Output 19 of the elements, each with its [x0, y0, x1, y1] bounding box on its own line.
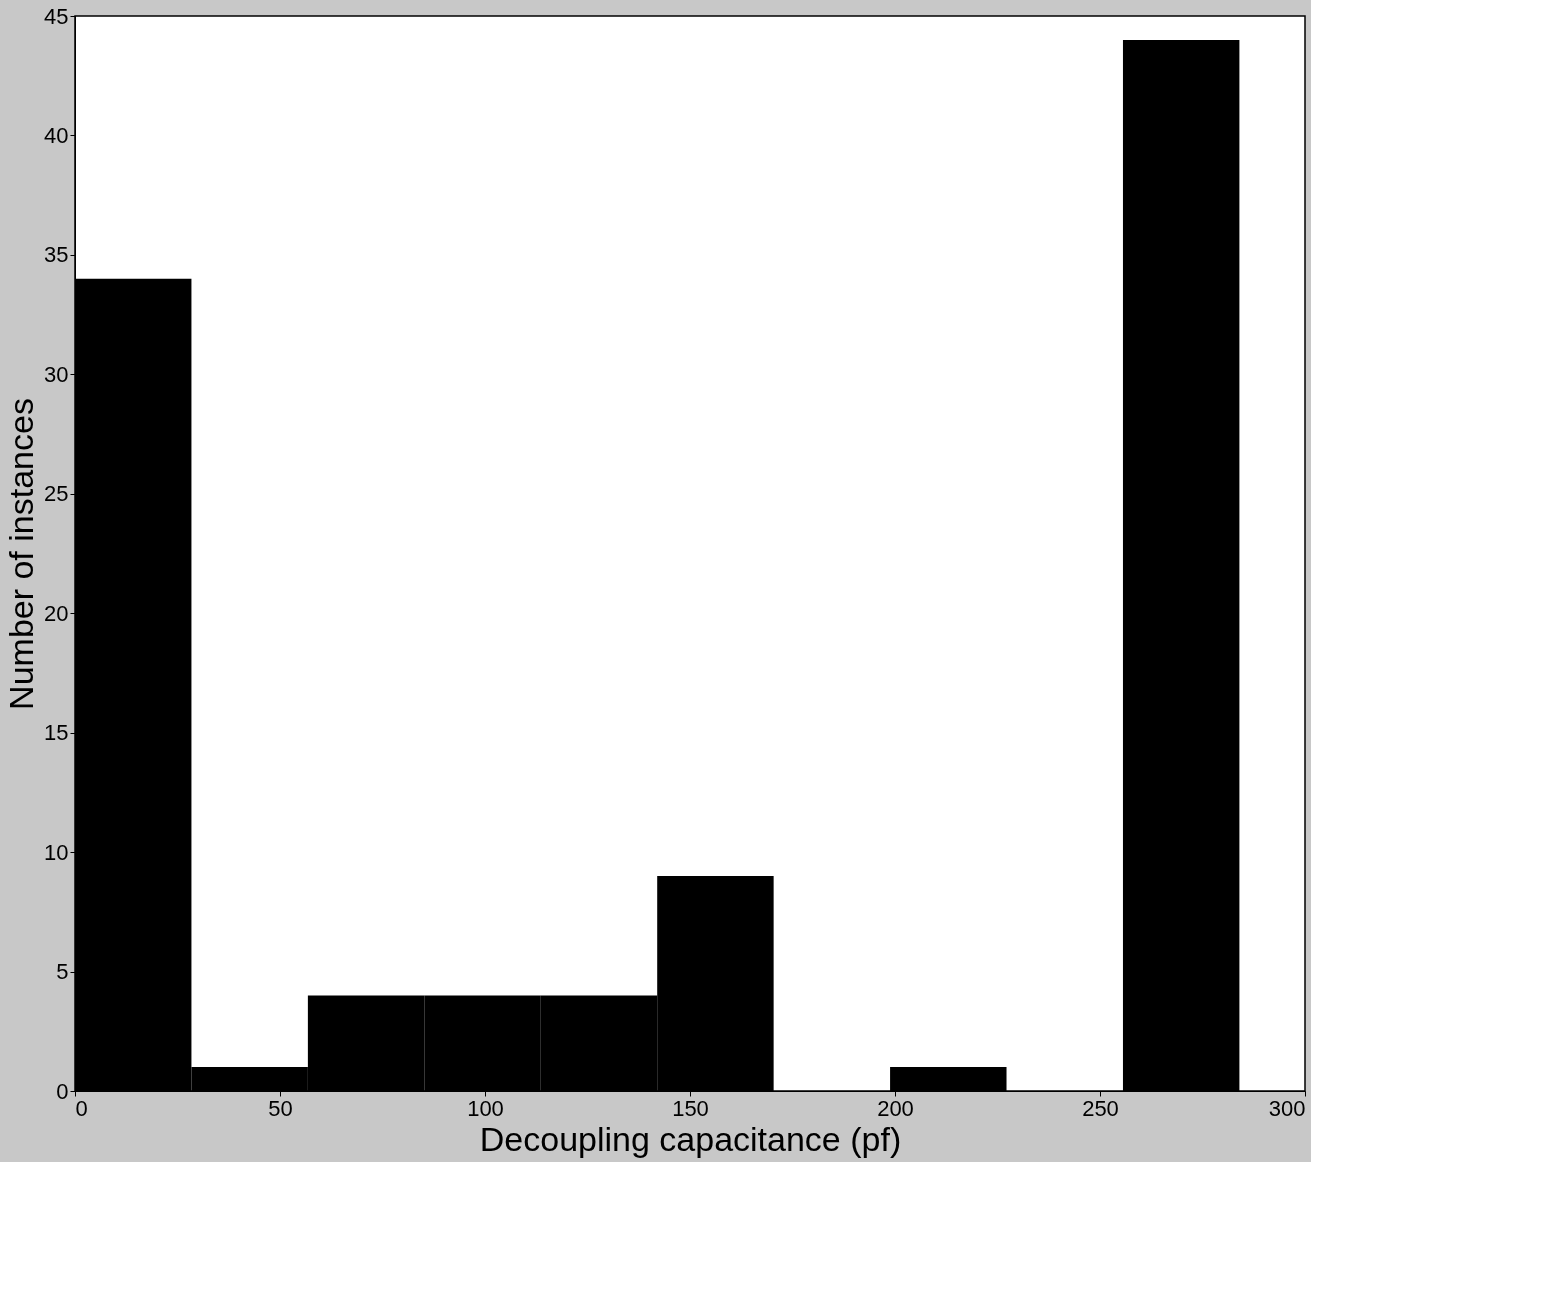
y-tick-label: 45: [44, 3, 69, 29]
x-tick-label: 150: [672, 1095, 709, 1121]
y-tick-label: 25: [44, 481, 69, 507]
y-tick-label: 20: [44, 600, 69, 626]
y-axis-title: Number of instances: [2, 398, 41, 710]
y-tick-label: 35: [44, 242, 69, 268]
x-tick-label: 250: [1082, 1095, 1119, 1121]
x-tick-label: 200: [877, 1095, 914, 1121]
y-tick-label: 0: [56, 1078, 69, 1104]
x-tick-label: 0: [75, 1095, 88, 1121]
y-tick-label: 15: [44, 720, 69, 746]
x-tick-label: 300: [1268, 1095, 1306, 1121]
y-tick-label: 10: [44, 839, 69, 865]
y-tick-label: 5: [56, 959, 69, 985]
x-tick-label: 100: [467, 1095, 504, 1121]
x-tick-label: 50: [268, 1095, 293, 1121]
x-axis-title: Decoupling capacitance (pf): [479, 1119, 902, 1158]
y-tick-label: 30: [44, 361, 69, 387]
y-tick-label: 40: [44, 122, 69, 148]
